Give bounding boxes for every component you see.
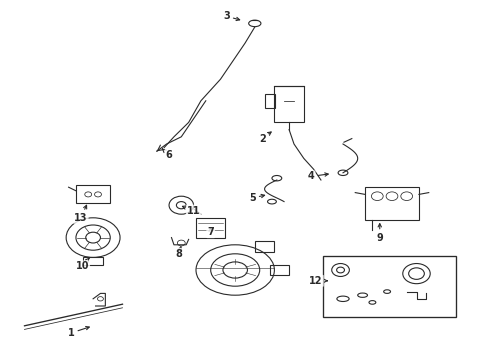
Text: 11: 11: [182, 206, 200, 216]
Bar: [265, 94, 275, 108]
Text: 8: 8: [175, 247, 182, 259]
Text: 3: 3: [223, 11, 240, 21]
Bar: [274, 86, 304, 122]
Text: 6: 6: [162, 149, 172, 160]
Text: 4: 4: [308, 171, 328, 181]
Text: 7: 7: [207, 227, 214, 237]
Text: 12: 12: [309, 276, 327, 286]
Bar: [196, 218, 225, 238]
Bar: [270, 265, 289, 275]
Text: 5: 5: [249, 193, 265, 203]
Bar: [365, 187, 419, 220]
Text: 9: 9: [376, 224, 383, 243]
Bar: [76, 185, 110, 203]
Text: 2: 2: [259, 132, 271, 144]
Text: 10: 10: [75, 258, 89, 271]
Bar: [255, 241, 274, 252]
Text: 1: 1: [68, 327, 89, 338]
Text: 13: 13: [74, 205, 88, 223]
Bar: [323, 256, 456, 317]
Bar: [83, 257, 103, 265]
